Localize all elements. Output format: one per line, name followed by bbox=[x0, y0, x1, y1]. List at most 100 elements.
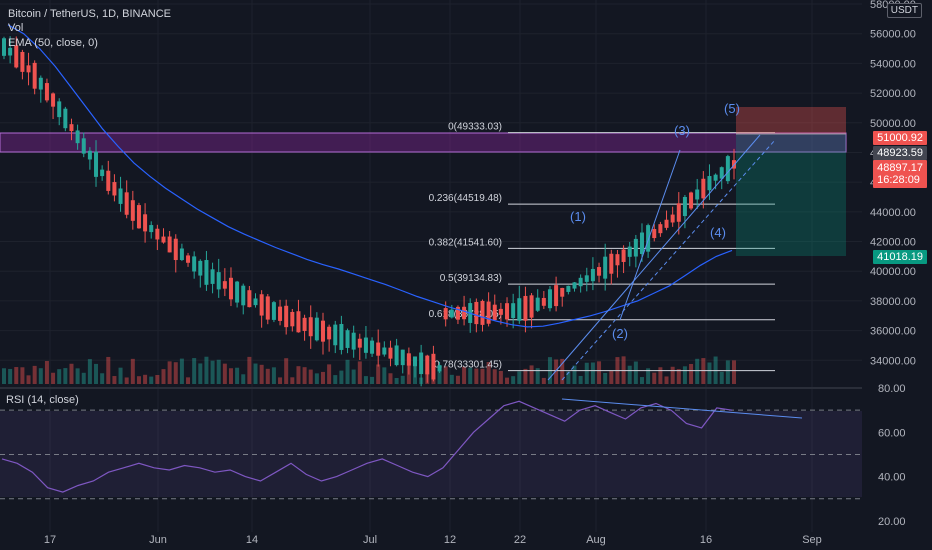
volume-bar bbox=[394, 377, 399, 384]
volume-bar bbox=[51, 372, 56, 384]
candle-body bbox=[633, 238, 638, 257]
candle-body bbox=[94, 151, 99, 177]
ema-legend[interactable]: EMA (50, close, 0) bbox=[8, 37, 98, 49]
candle-body bbox=[462, 306, 467, 320]
volume-bar bbox=[719, 371, 724, 384]
candle-body bbox=[425, 355, 430, 375]
candle-body bbox=[609, 253, 614, 274]
candle-body bbox=[149, 225, 154, 233]
stop-price-tag: 41018.19 bbox=[873, 250, 927, 264]
volume-bar bbox=[437, 370, 442, 384]
candle-body bbox=[106, 170, 111, 191]
candle-body bbox=[100, 169, 105, 177]
volume-bar bbox=[541, 377, 546, 384]
candle-body bbox=[449, 309, 454, 318]
candle-body bbox=[259, 294, 264, 316]
candle-body bbox=[8, 47, 13, 56]
volume-bar bbox=[14, 367, 19, 384]
candle-body bbox=[707, 176, 712, 191]
time-axis[interactable]: 17 Jun 14 Jul 12 22 Aug 16 Sep bbox=[44, 534, 822, 546]
candle-body bbox=[376, 342, 381, 356]
rsi-tick-label: 40.00 bbox=[878, 472, 906, 484]
candle-body bbox=[345, 330, 350, 348]
volume-bar bbox=[468, 367, 473, 384]
fibonacci-retracement: 0(49333.03) 0.236(44519.48) 0.382(41541.60… bbox=[429, 122, 775, 372]
candle-body bbox=[523, 295, 528, 321]
volume-bar bbox=[627, 365, 632, 384]
volume-legend[interactable]: Vol bbox=[8, 22, 24, 34]
candle-body bbox=[339, 324, 344, 350]
volume-bar bbox=[357, 361, 362, 384]
candle-body bbox=[529, 295, 534, 318]
candle-body bbox=[388, 347, 393, 359]
candle-body bbox=[455, 306, 460, 320]
candle-body bbox=[541, 297, 546, 306]
volume-bar bbox=[633, 361, 638, 384]
volume-bar bbox=[327, 364, 332, 384]
candle-body bbox=[505, 303, 510, 320]
candle-body bbox=[186, 255, 191, 263]
candle-body bbox=[253, 298, 258, 306]
candle-body bbox=[627, 246, 632, 257]
candle-body bbox=[296, 311, 301, 333]
volume-bar bbox=[253, 363, 258, 384]
bar-countdown: 16:28:09 bbox=[877, 174, 920, 186]
candle-body bbox=[652, 229, 657, 239]
volume-bar bbox=[2, 368, 6, 384]
rsi-tick-label: 80.00 bbox=[878, 383, 906, 395]
price-tick-label: 54000.00 bbox=[870, 58, 916, 70]
volume-bar bbox=[216, 359, 221, 384]
chart-grid bbox=[0, 0, 862, 532]
candle-body bbox=[167, 236, 172, 253]
currency-button[interactable]: USDT bbox=[886, 3, 922, 18]
price-tick-label: 56000.00 bbox=[870, 29, 916, 41]
volume-bar bbox=[652, 372, 657, 384]
volume-bar bbox=[474, 368, 479, 384]
candle-body bbox=[603, 256, 608, 279]
trend-line-2 bbox=[619, 149, 681, 321]
resistance-zone bbox=[0, 132, 847, 153]
volume-bar bbox=[597, 361, 602, 384]
candle-body bbox=[437, 365, 442, 372]
candle-body bbox=[554, 285, 559, 307]
volume-bar bbox=[443, 366, 448, 384]
candle-body bbox=[284, 305, 289, 328]
volume-bar bbox=[32, 365, 37, 384]
volume-bar bbox=[284, 358, 289, 384]
candle-body bbox=[621, 249, 626, 262]
price-tick-label: 42000.00 bbox=[870, 237, 916, 249]
candle-body bbox=[87, 150, 92, 160]
volume-bar bbox=[314, 373, 319, 384]
rsi-legend[interactable]: RSI (14, close) bbox=[6, 394, 79, 406]
candle-body bbox=[44, 83, 49, 101]
candle-body bbox=[265, 296, 270, 320]
volume-bar bbox=[278, 377, 283, 384]
volume-bar bbox=[308, 369, 313, 384]
volume-bar bbox=[259, 364, 264, 384]
volume-bar bbox=[339, 370, 344, 384]
candle-body bbox=[51, 93, 56, 107]
candle-body bbox=[38, 77, 43, 90]
volume-bar bbox=[639, 377, 644, 384]
candle-body bbox=[63, 108, 68, 129]
candle-body bbox=[302, 317, 307, 331]
candle-body bbox=[278, 306, 283, 321]
volume-bar bbox=[492, 369, 497, 384]
volume-bar bbox=[204, 356, 209, 384]
candle-body bbox=[695, 189, 700, 200]
symbol-title[interactable]: Bitcoin / TetherUS, 1D, BINANCE bbox=[8, 8, 172, 20]
volume-bar bbox=[161, 369, 166, 384]
volume-bar bbox=[63, 368, 68, 384]
candle-body bbox=[235, 281, 240, 303]
candle-body bbox=[413, 356, 418, 367]
rsi-axis[interactable]: 80.00 60.00 40.00 20.00 bbox=[878, 383, 906, 528]
ema-line bbox=[7, 24, 733, 328]
volume-bar bbox=[81, 372, 86, 384]
volume-bar bbox=[8, 368, 13, 384]
candle-body bbox=[124, 192, 129, 215]
candle-body bbox=[2, 38, 6, 56]
time-tick-label: Jun bbox=[149, 534, 167, 546]
volume-bar bbox=[523, 368, 528, 384]
volume-bar bbox=[584, 362, 589, 384]
